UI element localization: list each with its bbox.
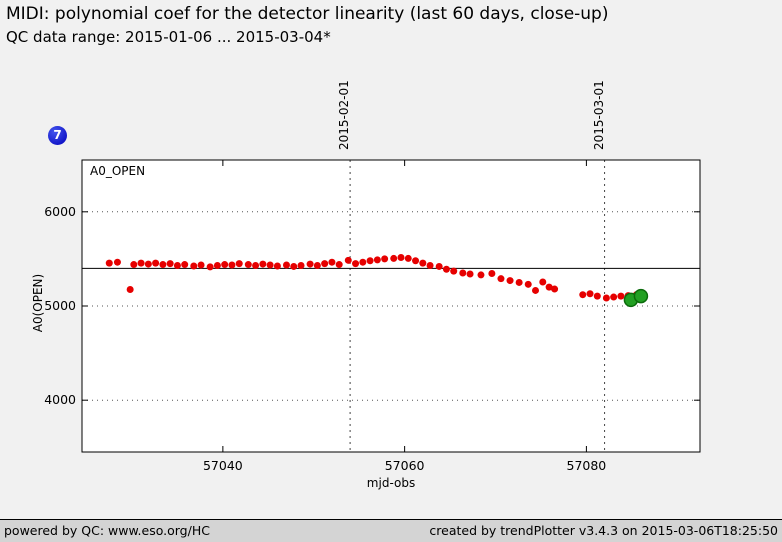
qc-values-red-point [105, 259, 113, 267]
qc-values-red-point [524, 280, 532, 288]
qc-values-red-point [359, 258, 367, 266]
qc-values-red-point [126, 286, 134, 294]
qc-values-red-point [166, 260, 174, 268]
footer-created-by: created by trendPlotter v3.4.3 on 2015-0… [429, 523, 778, 538]
qc-values-red-point [488, 270, 496, 278]
x-tick-label: 57060 [384, 458, 425, 473]
date-marker-label: 2015-03-01 [591, 80, 606, 150]
qc-data-range-subtitle: QC data range: 2015-01-06 ... 2015-03-04… [6, 28, 331, 46]
qc-values-red-point [181, 261, 189, 269]
qc-values-red-point [412, 257, 420, 265]
qc-values-red-point [144, 260, 152, 268]
qc-values-red-point [173, 261, 181, 269]
qc-values-red-point [373, 256, 381, 264]
qc-values-red-point [497, 275, 505, 283]
qc-values-red-point [515, 278, 523, 286]
qc-values-red-point [532, 286, 540, 294]
date-marker-label: 2015-02-01 [337, 80, 352, 150]
x-axis-title: mjd-obs [366, 476, 416, 490]
qc-values-red-point [252, 261, 260, 269]
qc-values-red-point [235, 260, 243, 268]
qc-values-red-point [159, 261, 167, 269]
qc-values-red-point [450, 267, 458, 275]
qc-values-red-point [130, 261, 138, 269]
qc-values-red-point [539, 278, 547, 286]
qc-values-red-point [419, 259, 427, 267]
qc-values-red-point [586, 290, 594, 298]
qc-values-red-point [593, 292, 601, 300]
qc-values-red-point [390, 254, 398, 262]
qc-values-red-point [221, 261, 229, 269]
qc-values-red-point [259, 260, 267, 268]
qc-values-red-point [152, 259, 160, 267]
qc-values-red-point [282, 261, 290, 269]
qc-values-red-point [617, 292, 625, 300]
qc-values-red-point [335, 261, 343, 269]
x-tick-label: 57080 [566, 458, 607, 473]
qc-values-red-point [404, 254, 412, 262]
qc-values-red-point [244, 261, 252, 269]
qc-values-red-point [426, 261, 434, 269]
qc-values-red-point [442, 265, 450, 273]
qc-values-red-point [551, 285, 559, 293]
qc-values-red-point [545, 283, 553, 291]
qc-values-red-point [228, 261, 236, 269]
qc-values-red-point [381, 255, 389, 263]
qc-values-red-point [602, 294, 610, 302]
footer-bar: powered by QC: www.eso.org/HC created by… [0, 519, 782, 542]
y-tick-label: 6000 [44, 203, 76, 219]
qc-values-red-point [466, 270, 474, 278]
qc-values-red-point [290, 262, 298, 270]
qc-values-red-point [366, 257, 374, 265]
y-tick-label: 5000 [44, 298, 76, 313]
qc-values-red-point [328, 258, 336, 266]
qc-values-red-point [397, 253, 405, 261]
qc-values-red-point [610, 293, 618, 301]
qc-values-red-point [113, 258, 121, 266]
qc-values-red-point [206, 263, 214, 271]
qc-values-red-point [321, 260, 329, 268]
page-title: MIDI: polynomial coef for the detector l… [6, 4, 609, 24]
qc-values-red-point [506, 277, 514, 285]
qc-values-red-point [137, 259, 145, 267]
y-tick-label: 4000 [44, 392, 76, 408]
qc-values-red-point [190, 262, 198, 270]
qc-values-red-point [297, 261, 305, 269]
points-count-badge: 7 [48, 126, 67, 145]
qc-values-red-point [477, 271, 485, 279]
qc-values-red-point [213, 261, 221, 269]
x-tick-label: 57040 [202, 458, 243, 473]
qc-values-red-point [459, 269, 467, 277]
qc-values-red-point [273, 262, 281, 270]
series-label: A0_OPEN [90, 164, 146, 178]
footer-powered-by: powered by QC: www.eso.org/HC [4, 523, 210, 538]
qc-values-red-point [197, 261, 205, 269]
qc-values-red-point [352, 260, 360, 268]
latest-values-green-point [633, 288, 649, 304]
qc-values-red-point [313, 261, 321, 269]
qc-values-red-point [344, 256, 352, 264]
qc-values-red-point [579, 291, 587, 299]
qc-values-red-point [266, 261, 274, 269]
qc-values-red-point [306, 260, 314, 268]
qc-values-red-point [435, 262, 443, 270]
